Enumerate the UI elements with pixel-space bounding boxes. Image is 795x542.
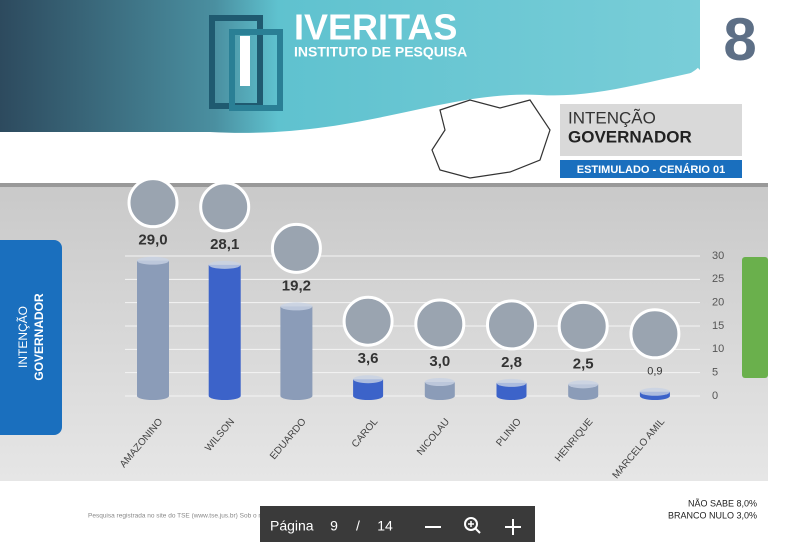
title-line2: GOVERNADOR (568, 127, 692, 146)
viewer-toolbar (260, 506, 535, 542)
bar-top (496, 378, 527, 387)
candidate-photo (629, 308, 681, 360)
page-number: 8 (723, 6, 756, 73)
candidate-photo (557, 300, 609, 352)
bar (208, 264, 241, 400)
y-tick-label: 0 (712, 390, 718, 402)
value-label: 2,8 (501, 354, 522, 371)
chart-top-rule (0, 183, 768, 187)
logo-bar (240, 36, 250, 86)
bar-top (353, 375, 384, 384)
y-tick-label: 10 (712, 343, 724, 355)
bar (353, 379, 384, 400)
scenario-box (560, 160, 742, 178)
page-box (700, 0, 795, 80)
bar (137, 260, 169, 400)
scenario: ESTIMULADO - CENÁRIO 01 (577, 163, 726, 176)
candidate-photo (486, 299, 537, 351)
brand-subtitle: INSTITUTO DE PESQUISA (294, 44, 467, 60)
candidate-photo (199, 181, 251, 233)
dont-know: NÃO SABE 8,0% (688, 498, 757, 508)
blank-null: BRANCO NULO 3,0% (668, 510, 757, 520)
candidate-photo (127, 177, 179, 229)
zoom-search[interactable] (464, 517, 481, 534)
side-green (742, 257, 768, 378)
title-box (560, 104, 742, 156)
viewer-label: Página (270, 518, 314, 534)
value-label: 3,6 (358, 350, 379, 367)
viewer-sep: / (356, 518, 360, 534)
side-line1: INTENÇÃO (16, 306, 30, 368)
candidate-photo (342, 295, 394, 347)
y-tick-label: 30 (712, 250, 724, 262)
header-curve (539, 67, 703, 108)
bar (424, 382, 455, 400)
bar (280, 306, 313, 400)
side-box (0, 240, 62, 435)
candidate-photo (414, 298, 466, 350)
bar (568, 384, 599, 400)
bar-top (639, 387, 670, 396)
header-band (0, 0, 795, 133)
brand: IVERITAS (294, 7, 457, 48)
zoom-in[interactable] (505, 519, 521, 535)
y-tick-label: 20 (712, 297, 724, 309)
value-label: 28,1 (210, 236, 239, 253)
y-tick-label: 15 (712, 320, 724, 332)
bar-top (424, 378, 455, 386)
side-line2: GOVERNADOR (32, 293, 46, 381)
bar-top (137, 256, 169, 265)
value-label: 0,9 (647, 366, 662, 378)
candidate-photo (270, 222, 322, 274)
map-outline (431, 99, 551, 179)
y-tick-label: 5 (712, 367, 718, 379)
value-label: 29,0 (138, 232, 167, 249)
value-label: 3,0 (429, 353, 450, 370)
bar-top (280, 302, 313, 311)
bar (496, 382, 527, 400)
logo-square (229, 29, 283, 111)
value-label: 2,5 (573, 355, 594, 372)
bar-top (208, 260, 241, 269)
viewer-total: 14 (377, 518, 393, 534)
bar-chart: 05101520253029,0AMAZONINO28,1WILSON19,2E… (118, 177, 724, 481)
viewer-current[interactable]: 9 (330, 518, 338, 534)
bar-top (568, 380, 599, 389)
value-label: 19,2 (282, 277, 311, 294)
y-tick-label: 25 (712, 273, 724, 285)
title-line1: INTENÇÃO (568, 108, 656, 127)
